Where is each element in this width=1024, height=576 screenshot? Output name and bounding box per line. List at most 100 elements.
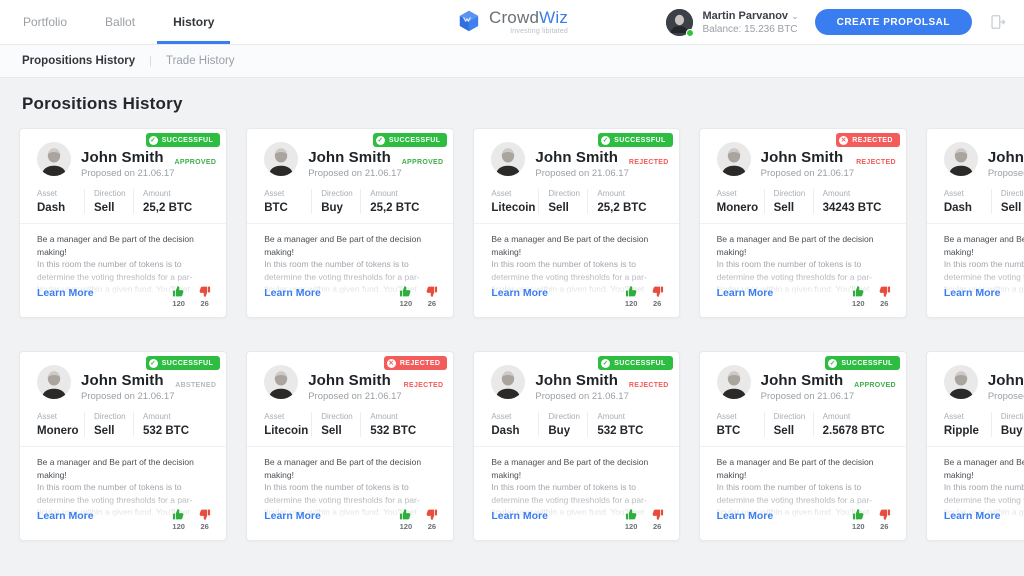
proposer-name: John Smith <box>987 149 1024 166</box>
dislikes-count: 26 <box>880 299 889 308</box>
stat-amount: Amount 25,2 BTC <box>360 189 445 214</box>
online-status-dot <box>686 28 695 37</box>
thumb-down-button[interactable]: 26 <box>878 508 891 531</box>
card-footer: Learn More 120 26 <box>264 508 438 531</box>
tab-propositions-history[interactable]: Propositions History <box>22 55 136 67</box>
proposition-card: ✓ SUCCESSFUL John Smith Proposed on 21.0… <box>19 351 228 541</box>
thumb-down-button[interactable]: 26 <box>425 508 438 531</box>
user-menu[interactable]: Martin Parvanov ⌄ Balance: 15.236 BTC <box>666 8 799 37</box>
learn-more-link[interactable]: Learn More <box>716 510 774 522</box>
badge-label: SUCCESSFUL <box>161 359 214 367</box>
thumb-up-button[interactable]: 120 <box>399 508 412 531</box>
vote-buttons: 120 26 <box>852 285 891 308</box>
proposer-info: John Smith Proposed on 21.06.17 <box>761 142 855 179</box>
logout-icon[interactable] <box>988 13 1006 31</box>
proposer-info: John Smith Proposed on 21.06.17 <box>535 142 629 179</box>
thumb-up-icon <box>400 509 411 520</box>
proposer-info: John Smith Proposed on 21.06.17 <box>988 142 1024 179</box>
proposer-info: John Smith Proposed on 21.06.17 <box>988 365 1024 402</box>
learn-more-link[interactable]: Learn More <box>943 510 1001 522</box>
nav-item-portfolio[interactable]: Portfolio <box>23 15 68 29</box>
card-header: John Smith Proposed on 21.06.17 APPROVED <box>700 352 906 402</box>
learn-more-link[interactable]: Learn More <box>491 510 548 522</box>
likes-count: 120 <box>624 522 638 531</box>
avatar <box>716 365 751 399</box>
proposition-card: ✓ SUCCESSFUL John Smith Proposed on 21.0… <box>925 351 1024 541</box>
create-proposal-button[interactable]: CREATE PROPOLSAL <box>814 9 972 35</box>
proposer-name: John Smith <box>760 149 844 166</box>
stat-direction-label: Direction <box>773 189 806 198</box>
thumb-down-icon <box>199 509 211 520</box>
crowdwiz-logo[interactable]: CrowdWiz Investing libitated <box>456 9 568 35</box>
learn-more-link[interactable]: Learn More <box>716 287 774 299</box>
learn-more-link[interactable]: Learn More <box>37 287 94 299</box>
tab-trade-history[interactable]: Trade History <box>165 55 235 67</box>
card-description: Be a manager and Be part of the decision… <box>943 233 1024 297</box>
thumb-down-button[interactable]: 26 <box>198 508 211 531</box>
top-bar: Portfolio Ballot History CrowdWiz Invest… <box>0 0 1024 45</box>
proposed-date: Proposed on 21.06.17 <box>81 391 175 402</box>
stat-direction-value: Buy <box>1000 425 1023 437</box>
thumb-up-icon <box>625 286 637 297</box>
stat-direction-label: Direction <box>1000 189 1024 198</box>
stat-direction-label: Direction <box>321 412 353 421</box>
thumb-down-icon <box>199 286 211 297</box>
dislikes-count: 26 <box>427 522 437 531</box>
thumb-down-icon <box>879 286 890 297</box>
thumb-up-button[interactable]: 120 <box>625 285 638 308</box>
stat-amount: Amount 34243 BTC <box>812 189 898 214</box>
dislikes-count: 26 <box>652 522 662 531</box>
stat-amount-label: Amount <box>597 189 625 198</box>
stat-direction: Direction Buy <box>990 412 1024 437</box>
description-headline: Be a manager and Be part of the decision… <box>491 234 649 257</box>
thumb-down-button[interactable]: 26 <box>878 285 891 308</box>
card-header: John Smith Proposed on 21.06.17 REJECTED <box>247 352 453 402</box>
stat-direction: Direction Sell <box>990 189 1024 214</box>
card-header: John Smith Proposed on 21.06.17 APPROVED <box>20 129 226 179</box>
stat-direction: Direction Sell <box>84 189 133 214</box>
card-footer: Learn More 120 26 <box>264 285 438 308</box>
description-headline: Be a manager and Be part of the decision… <box>37 234 194 257</box>
stat-direction: Direction Buy <box>311 189 360 214</box>
card-description: Be a manager and Be part of the decision… <box>491 456 664 520</box>
thumb-up-button[interactable]: 120 <box>625 508 638 531</box>
thumb-up-button[interactable]: 120 <box>172 508 185 531</box>
card-stats: Asset Monero Direction Sell Amount 34243… <box>699 179 906 224</box>
learn-more-link[interactable]: Learn More <box>264 287 321 299</box>
thumb-down-button[interactable]: 26 <box>198 285 211 308</box>
result-badge: ✕ REJECTED <box>836 133 900 147</box>
thumb-up-button[interactable]: 120 <box>172 285 185 308</box>
thumb-up-button[interactable]: 120 <box>852 285 865 308</box>
stat-direction: Direction Sell <box>84 412 133 437</box>
proposed-date: Proposed on 21.06.17 <box>760 391 855 402</box>
vote-buttons: 120 26 <box>172 508 211 531</box>
learn-more-link[interactable]: Learn More <box>37 510 94 522</box>
card-header: John Smith Proposed on 21.06.17 ABSTENED <box>20 352 226 402</box>
thumb-down-button[interactable]: 26 <box>425 285 438 308</box>
card-header: John Smith Proposed on 21.06.17 REJECTED <box>474 352 678 402</box>
thumb-up-button[interactable]: 120 <box>852 508 865 531</box>
nav-item-history[interactable]: History <box>154 0 233 44</box>
nav-item-ballot[interactable]: Ballot <box>105 15 136 29</box>
avatar <box>943 142 978 176</box>
badge-status-icon: ✓ <box>148 358 158 368</box>
learn-more-link[interactable]: Learn More <box>264 510 321 522</box>
stat-amount-label: Amount <box>370 412 398 421</box>
thumb-up-button[interactable]: 120 <box>399 285 412 308</box>
stat-amount-value: 532 BTC <box>370 425 417 437</box>
stat-asset: Asset Dash <box>491 412 538 437</box>
badge-status-icon: ✕ <box>386 358 396 368</box>
learn-more-link[interactable]: Learn More <box>491 287 548 299</box>
description-headline: Be a manager and Be part of the decision… <box>943 234 1024 257</box>
stat-asset-value: BTC <box>264 202 288 214</box>
card-stats: Asset Dash Direction Sell Amount 25,2 BT… <box>20 179 227 224</box>
learn-more-link[interactable]: Learn More <box>943 287 1001 299</box>
stat-amount-value: 34243 BTC <box>822 202 882 214</box>
thumb-down-button[interactable]: 26 <box>651 285 664 308</box>
thumb-down-button[interactable]: 26 <box>651 508 664 531</box>
vote-status: APPROVED <box>174 159 217 166</box>
stat-amount-label: Amount <box>370 189 398 198</box>
stat-direction-value: Sell <box>94 425 115 437</box>
card-header: John Smith Proposed on 21.06.17 REJECTED <box>700 129 906 179</box>
avatar <box>716 142 751 176</box>
